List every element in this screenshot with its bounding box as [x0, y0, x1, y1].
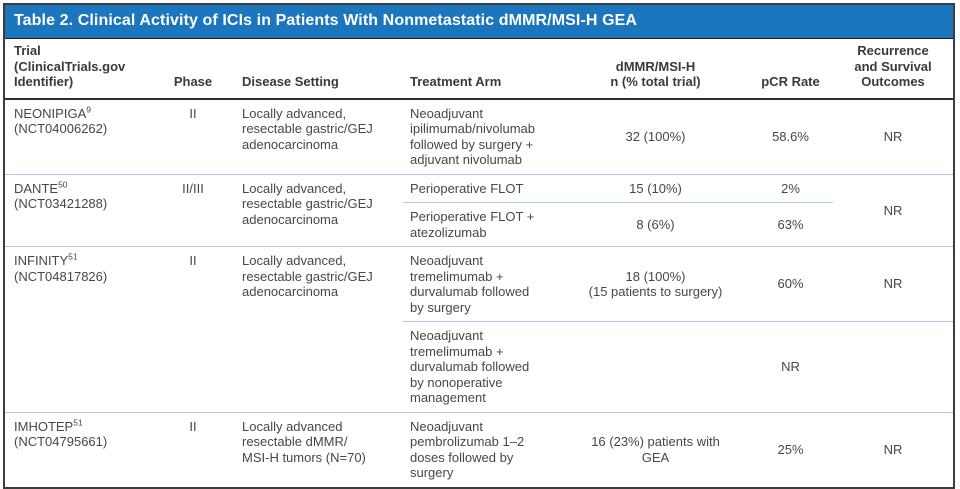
disease-cell: Locally advanced, resectable gastric/GEJ…: [228, 98, 403, 175]
trial-identifier: (NCT04006262): [14, 121, 108, 136]
header-row: Trial (ClinicalTrials.gov Identifier) Ph…: [5, 39, 953, 100]
outcomes-cell: NR: [833, 246, 953, 322]
col-header-phase: Phase: [158, 39, 228, 100]
col-header-disease: Disease Setting: [228, 39, 403, 100]
dmmr-n-cell: 16 (23%) patients with GEA: [591, 434, 720, 465]
table-row-infinity-arm1: INFINITY51 (NCT04817826) II Locally adva…: [5, 246, 953, 413]
treatment-arm-cell: Neoadjuvant tremelimumab + durvalumab fo…: [403, 321, 563, 413]
table-title-bar: Table 2. Clinical Activity of ICIs in Pa…: [5, 5, 953, 39]
trial-cell: DANTE50 (NCT03421288): [5, 174, 158, 247]
trial-identifier: (NCT04795661): [14, 434, 108, 449]
pcr-rate-cell: 60%: [748, 246, 833, 322]
pcr-rate-cell: 25%: [777, 441, 804, 457]
trial-cell: IMHOTEP51 (NCT04795661): [5, 412, 158, 487]
dmmr-n-cell: 32 (100%): [563, 98, 748, 175]
reference-superscript: 50: [58, 179, 68, 190]
treatment-arm-cell: Neoadjuvant pembrolizumab 1–2 doses foll…: [410, 418, 525, 481]
dmmr-n-cell: 18 (100%) (15 patients to surgery): [563, 246, 748, 322]
dmmr-n-cell: 15 (10%): [563, 174, 748, 203]
treatment-arm-cell: Perioperative FLOT: [403, 174, 563, 203]
reference-superscript: 51: [68, 251, 78, 262]
table-row-dante-arm2: Perioperative FLOT + atezolizumab 8 (6%)…: [5, 202, 953, 247]
col-header-dmmr-msih-n: dMMR/MSI-H n (% total trial): [563, 39, 748, 100]
outcomes-cell: NR: [833, 98, 953, 175]
pcr-rate-cell: 2%: [748, 174, 833, 203]
trial-name: INFINITY: [14, 253, 69, 268]
outcomes-cell: NR: [883, 441, 903, 457]
dmmr-n-cell: [563, 321, 748, 413]
trial-identifier: (NCT04817826): [14, 268, 108, 284]
col-header-treatment-arm: Treatment Arm: [403, 39, 563, 100]
treatment-arm-cell: Neoadjuvant tremelimumab + durvalumab fo…: [403, 246, 563, 322]
table-row-neonipiga: NEONIPIGA9 (NCT04006262) II Locally adva…: [5, 98, 953, 175]
clinical-activity-table: Trial (ClinicalTrials.gov Identifier) Ph…: [5, 39, 953, 487]
col-header-outcomes: Recurrence and Survival Outcomes: [833, 39, 953, 100]
pcr-rate-cell: 63%: [748, 202, 833, 247]
treatment-arm-cell: Neoadjuvant ipilimumab/nivolumab followe…: [403, 98, 563, 175]
phase-cell: II: [189, 418, 197, 434]
phase-cell: II/III: [158, 174, 228, 247]
reference-superscript: 51: [73, 417, 83, 428]
pcr-rate-cell: 58.6%: [748, 98, 833, 175]
phase-cell: II: [158, 246, 228, 413]
trial-name: DANTE: [14, 180, 59, 196]
trial-cell: NEONIPIGA9 (NCT04006262): [5, 98, 158, 175]
col-header-trial: Trial (ClinicalTrials.gov Identifier): [5, 39, 158, 100]
disease-cell: Locally advanced, resectable gastric/GEJ…: [228, 174, 403, 247]
treatment-arm-cell: Perioperative FLOT + atezolizumab: [403, 202, 563, 247]
table-title: Table 2. Clinical Activity of ICIs in Pa…: [14, 12, 638, 29]
trial-cell: INFINITY51 (NCT04817826): [5, 246, 158, 413]
disease-cell: Locally advanced, resectable gastric/GEJ…: [228, 246, 403, 413]
col-header-pcr-rate: pCR Rate: [748, 39, 833, 100]
table-frame: Table 2. Clinical Activity of ICIs in Pa…: [3, 3, 955, 489]
phase-cell: II: [158, 98, 228, 175]
trial-name: NEONIPIGA: [14, 105, 87, 121]
outcomes-cell: NR: [833, 174, 953, 247]
dmmr-n-cell: 8 (6%): [563, 202, 748, 247]
table-row-imhotep: IMHOTEP51 (NCT04795661) II Locally advan…: [5, 412, 953, 487]
trial-identifier: (NCT03421288): [14, 196, 108, 211]
reference-superscript: 9: [86, 104, 91, 115]
table-row-dante-arm1: DANTE50 (NCT03421288) II/III Locally adv…: [5, 174, 953, 247]
table-row-infinity-arm2: Neoadjuvant tremelimumab + durvalumab fo…: [5, 321, 953, 413]
trial-name: IMHOTEP: [14, 418, 74, 434]
outcomes-cell: [833, 321, 953, 413]
disease-cell: Locally advanced resectable dMMR/ MSI-H …: [242, 418, 366, 465]
pcr-rate-cell: NR: [748, 321, 833, 413]
